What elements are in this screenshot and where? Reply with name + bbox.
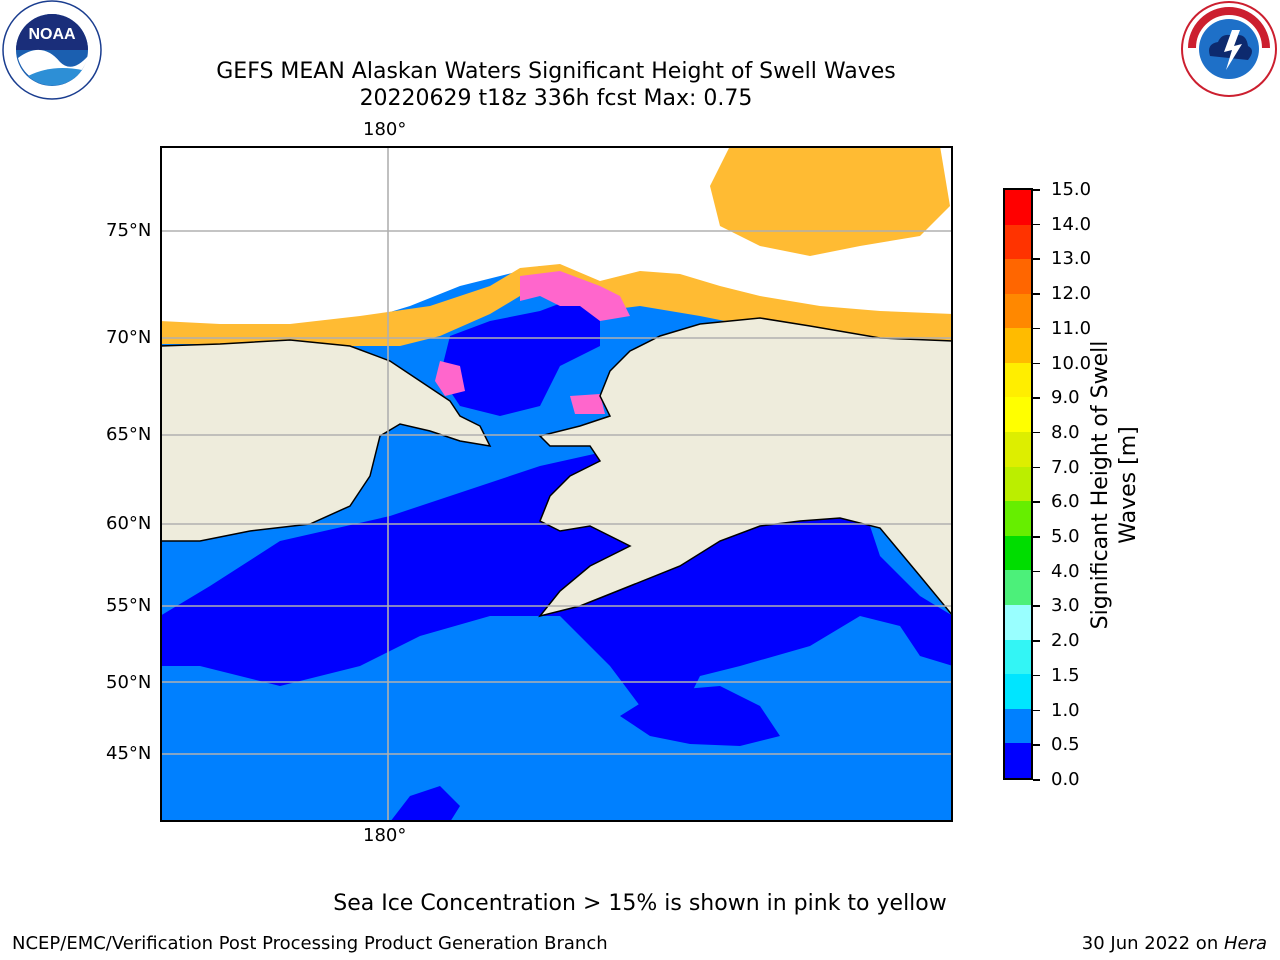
colorbar-tick: [1033, 640, 1040, 642]
colorbar-swatch: [1005, 362, 1031, 398]
ocean-low-swell-pocket: [620, 686, 780, 746]
colorbar-tick: [1033, 744, 1040, 746]
lat-label-65n: 65°N: [106, 424, 152, 445]
chart-title-line1: GEFS MEAN Alaskan Waters Significant Hei…: [216, 59, 896, 84]
colorbar-swatch: [1005, 708, 1031, 744]
colorbar-tick: [1033, 397, 1040, 399]
colorbar-swatch: [1005, 328, 1031, 363]
sea-ice-north-patch: [710, 146, 950, 256]
colorbar-tick-label: 6.0: [1051, 491, 1080, 513]
lat-label-50n: 50°N: [106, 672, 152, 693]
colorbar-tick-label: 8.0: [1051, 421, 1080, 443]
colorbar-tick: [1033, 466, 1040, 469]
map-border: [160, 146, 953, 822]
colorbar-tick-label: 0.5: [1051, 734, 1080, 756]
lat-label-70n: 70°N: [106, 327, 152, 348]
sea-ice-note: Sea Ice Concentration > 15% is shown in …: [333, 891, 947, 916]
colorbar-tick-label: 0.0: [1051, 769, 1080, 790]
colorbar-tick: [1033, 258, 1040, 260]
colorbar-swatch: [1005, 501, 1031, 536]
colorbar-tick: [1033, 431, 1040, 434]
map-svg: [159, 146, 954, 822]
colorbar-swatch: [1005, 743, 1031, 778]
colorbar-swatch: [1005, 570, 1031, 606]
ocean-low-swell-pocket-2: [390, 786, 460, 822]
graticule: [160, 146, 953, 822]
colorbar-tick: [1033, 362, 1040, 365]
colorbar-tick: [1033, 327, 1040, 330]
colorbar: [1003, 188, 1033, 780]
colorbar-tick: [1033, 536, 1040, 538]
colorbar-tick-label: 15.0: [1051, 179, 1092, 200]
lat-label-55n: 55°N: [106, 595, 152, 616]
footer-date-text: 30 Jun 2022 on: [1081, 933, 1224, 954]
colorbar-tick-label: 7.0: [1051, 456, 1080, 478]
colorbar-tick: [1033, 223, 1040, 226]
footer-date: 30 Jun 2022 on Hera: [1082, 933, 1267, 954]
footer-branch: NCEP/EMC/Verification Post Processing Pr…: [12, 933, 608, 954]
lat-label-60n: 60°N: [106, 513, 152, 534]
lat-label-75n: 75°N: [106, 220, 152, 241]
colorbar-tick: [1033, 501, 1040, 503]
colorbar-swatch: [1005, 293, 1031, 329]
colorbar-swatch: [1005, 535, 1031, 571]
colorbar-tick-label: 1.5: [1051, 664, 1080, 686]
colorbar-tick: [1033, 605, 1040, 607]
sea-ice-pink-edge-3: [570, 394, 605, 414]
colorbar-tick: [1033, 570, 1040, 573]
colorbar-tick-label: 11.0: [1051, 317, 1092, 339]
noaa-logo: NOAA: [2, 0, 102, 100]
colorbar-swatch: [1005, 605, 1031, 640]
colorbar-swatch: [1005, 639, 1031, 675]
colorbar-tick: [1033, 779, 1040, 781]
lat-label-45n: 45°N: [106, 743, 152, 764]
colorbar-tick-label: 13.0: [1051, 248, 1092, 270]
colorbar-tick: [1033, 674, 1040, 677]
colorbar-swatch: [1005, 674, 1031, 709]
noaa-logo-text: NOAA: [28, 26, 76, 43]
colorbar-tick: [1033, 709, 1040, 712]
colorbar-tick-label: 2.0: [1051, 630, 1080, 652]
colorbar-title: Significant Height of Swell Waves [m]: [1088, 340, 1141, 630]
colorbar-tick-label: 12.0: [1051, 283, 1092, 305]
lon-label-top: 180°: [363, 119, 407, 140]
sea-ice-pink-edge: [520, 271, 630, 321]
colorbar-tick-label: 5.0: [1051, 526, 1080, 548]
colorbar-swatch: [1005, 397, 1031, 433]
colorbar-tick: [1033, 293, 1040, 295]
chart-title-line2: 20220629 t18z 336h fcst Max: 0.75: [359, 86, 753, 111]
colorbar-swatch: [1005, 189, 1031, 225]
nws-logo: [1180, 0, 1278, 98]
colorbar-tick-label: 14.0: [1051, 213, 1092, 235]
chukchi-low-swell-area: [440, 296, 600, 416]
colorbar-tick-label: 10.0: [1051, 352, 1092, 374]
colorbar-swatch: [1005, 432, 1031, 467]
colorbar-tick-label: 4.0: [1051, 560, 1080, 582]
colorbar-tick-label: 9.0: [1051, 387, 1080, 409]
lon-label-bottom: 180°: [363, 825, 407, 846]
colorbar-tick-label: 3.0: [1051, 595, 1080, 617]
colorbar-swatch: [1005, 259, 1031, 294]
sea-ice-pink-edge-2: [435, 361, 465, 396]
footer-machine: Hera: [1223, 933, 1267, 954]
map-panel: [159, 146, 954, 822]
colorbar-swatch: [1005, 224, 1031, 260]
colorbar-tick-label: 1.0: [1051, 699, 1080, 721]
colorbar-swatch: [1005, 466, 1031, 502]
colorbar-tick: [1033, 189, 1040, 191]
land-siberia: [159, 339, 492, 542]
